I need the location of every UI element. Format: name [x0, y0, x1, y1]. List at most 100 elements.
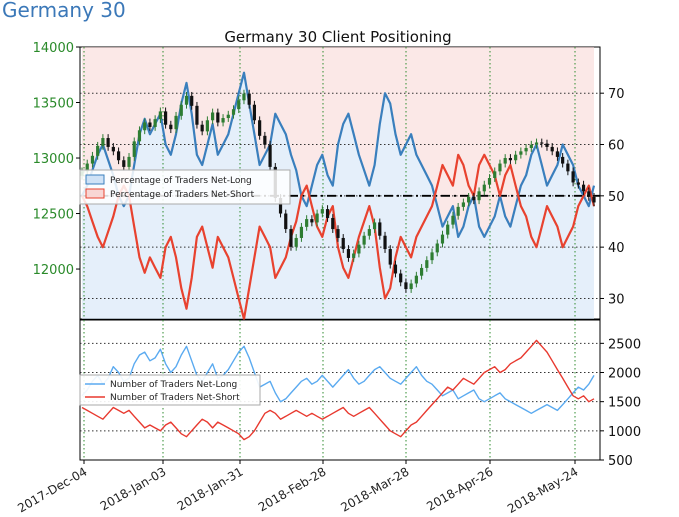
- candle-body: [263, 135, 267, 145]
- candle-body: [211, 112, 215, 121]
- candle-body: [247, 93, 251, 105]
- candle-body: [106, 138, 110, 147]
- candle-body: [252, 104, 257, 121]
- price-tick-label: 12500: [33, 208, 74, 223]
- candle-body: [534, 142, 539, 145]
- candle-body: [399, 273, 403, 283]
- candle-body: [195, 105, 199, 125]
- candle-body: [116, 151, 121, 161]
- candle-body: [169, 124, 173, 130]
- candle-body: [299, 226, 304, 238]
- candle-body: [305, 219, 309, 227]
- candle-body: [487, 178, 492, 185]
- price-tick-label: 13000: [33, 152, 74, 167]
- candle-body: [414, 275, 418, 284]
- percent-tick-label: 70: [608, 87, 625, 102]
- candle-body: [132, 141, 136, 157]
- candle-body: [320, 209, 324, 214]
- candle-body: [404, 282, 408, 290]
- date-axis: 2017-Dec-04 2018-Jan-03 2018-Jan-31 2018-Fe…: [15, 460, 581, 516]
- percent-tick-label: 40: [608, 241, 625, 256]
- traders-axis: 500 1000 1500 2000 2500: [600, 337, 641, 469]
- candle-body: [367, 229, 371, 236]
- candle-body: [357, 244, 361, 254]
- candle-body: [467, 196, 471, 203]
- candle-body: [310, 219, 314, 223]
- date-tick-label: 2017-Dec-04: [15, 464, 89, 515]
- candle-body: [268, 144, 272, 167]
- candle-body: [555, 151, 560, 157]
- candle-body: [409, 283, 413, 290]
- candle-body: [461, 202, 465, 207]
- candle-body: [540, 142, 544, 144]
- candle-body: [122, 160, 126, 167]
- date-tick-label: 2018-Feb-28: [256, 464, 329, 514]
- count-long-line: [81, 345, 595, 414]
- candle-body: [127, 156, 131, 167]
- candle-body: [388, 249, 392, 265]
- candle-body: [545, 143, 549, 147]
- price-axis: 12000 12500 13000 13500 14000: [33, 41, 80, 278]
- candle-body: [503, 158, 507, 164]
- candle-body: [425, 260, 429, 268]
- candle-body: [242, 93, 246, 101]
- candle-body: [237, 100, 241, 110]
- candle-body: [550, 146, 554, 152]
- candle-body: [284, 213, 288, 230]
- net-short-line: [81, 153, 596, 321]
- candle-body: [508, 158, 513, 161]
- candle-body: [451, 215, 455, 225]
- legend-traders: Number of Traders Net-Long Number of Tra…: [79, 374, 261, 406]
- candle-body: [378, 222, 382, 236]
- candle-body: [278, 197, 283, 214]
- candle-body: [289, 229, 293, 247]
- candle-body: [85, 163, 89, 172]
- candle-body: [498, 163, 502, 172]
- candle-body: [435, 243, 439, 253]
- candle-body: [571, 171, 575, 183]
- candle-body: [561, 156, 565, 164]
- price-candles: [80, 89, 596, 293]
- count-short-line: [81, 339, 595, 441]
- traders-count-panel: 500 1000 1500 2000 2500 Number of Traders Ne…: [79, 319, 641, 469]
- candle-body: [174, 115, 178, 130]
- page-title: Germany 30: [2, 0, 126, 22]
- candle-body: [153, 119, 157, 127]
- candle-body: [200, 124, 204, 132]
- legend-traders-box: [79, 374, 261, 406]
- date-tick-label: 2018-Mar-28: [338, 464, 411, 514]
- candle-body: [493, 171, 497, 179]
- candle-body: [472, 196, 476, 201]
- candle-body: [576, 182, 580, 185]
- date-tick-label: 2018-Jan-31: [175, 464, 246, 513]
- count-tick-label: 1000: [608, 425, 641, 440]
- candle-body: [440, 234, 445, 244]
- candle-body: [529, 144, 533, 149]
- legend-label-count-long: Number of Traders Net-Long: [110, 380, 237, 390]
- date-tick-label: 2018-Apr-26: [424, 464, 495, 513]
- candle-body: [446, 224, 450, 235]
- candle-body: [362, 235, 366, 245]
- candle-body: [179, 104, 183, 116]
- candle-body: [158, 111, 162, 120]
- count-tick-label: 2500: [608, 337, 641, 352]
- candle-body: [566, 163, 570, 172]
- candle-body: [352, 253, 356, 258]
- candle-body: [231, 109, 236, 115]
- candle-body: [221, 118, 225, 123]
- candle-body: [190, 95, 194, 106]
- candle-body: [346, 249, 351, 258]
- candle-body: [581, 184, 586, 192]
- candle-body: [372, 222, 377, 230]
- candle-body: [336, 229, 340, 238]
- candle-body: [341, 237, 345, 250]
- date-tick-label: 2018-Jan-03: [98, 464, 169, 513]
- candle-body: [587, 191, 591, 197]
- legend-positioning-box: [79, 169, 291, 205]
- candle-body: [226, 114, 230, 119]
- count-tick-label: 2000: [608, 367, 641, 382]
- legend-swatch-net-long: [85, 174, 105, 185]
- traders-grid: [80, 320, 600, 460]
- candle-body: [163, 111, 168, 125]
